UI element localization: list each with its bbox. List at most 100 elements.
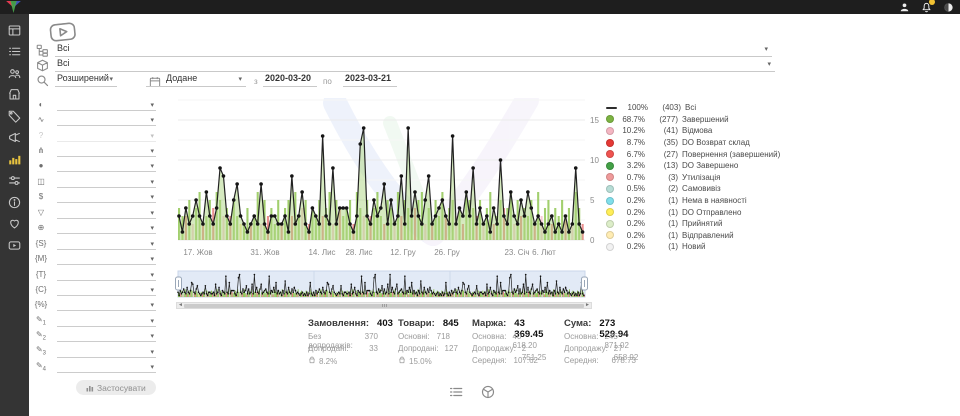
sidebar-item-orders[interactable] [0, 47, 29, 61]
brand-logo-icon[interactable] [6, 1, 21, 13]
date-to-input[interactable]: 2023-03-21 [343, 73, 397, 87]
x-tick-label: 28. Лис [345, 248, 373, 257]
date-from-input[interactable]: 2020-03-20 [263, 73, 317, 87]
topbar-actions [898, 0, 954, 13]
filter-icon-12: {T} [35, 269, 47, 279]
product-package-icon [36, 59, 49, 77]
product-filter-dropdown[interactable]: Всі ▾ [55, 58, 775, 72]
filter-dropdown-8[interactable]: ▾ [57, 207, 156, 219]
notifications-bell-icon[interactable] [920, 0, 935, 13]
legend-item[interactable]: 6.7% (27) Повернення (завершений) [606, 148, 780, 160]
sidebar-item-support[interactable] [0, 219, 29, 233]
legend-item[interactable]: 100% (403) Всі [606, 102, 780, 114]
legend-item[interactable]: 0.2% (1) Нема в наявності [606, 195, 780, 207]
sidebar-item-store[interactable] [0, 89, 29, 104]
legend-item[interactable]: 0.7% (3) Утилізація [606, 172, 780, 184]
scroll-left-arrow[interactable]: ◄ [178, 302, 183, 308]
legend-count: (2) [668, 184, 678, 194]
category-filter-dropdown[interactable]: Всі ▾ [55, 43, 772, 57]
filter-dropdown-2[interactable]: ▾ [57, 114, 156, 127]
legend-label: Нема в наявності [682, 196, 747, 206]
filter-dropdown-6[interactable]: ▾ [57, 176, 156, 188]
legend-label: Відправлений [682, 230, 734, 240]
legend-item[interactable]: 0.2% (1) Новий [606, 241, 780, 253]
video-guide-icon[interactable] [49, 22, 77, 48]
scroll-right-arrow[interactable]: ► [585, 302, 590, 308]
stats-sub-row: Середня: 107.62 [472, 356, 538, 368]
legend-item[interactable]: 3.2% (13) DO Завершено [606, 160, 780, 172]
orders-chart[interactable] [175, 88, 600, 258]
filter-dropdown-7[interactable]: ▾ [57, 191, 156, 204]
clients-icon [8, 67, 21, 85]
date-field-dropdown[interactable]: Додане ▾ [146, 73, 246, 87]
list-view-icon[interactable] [449, 385, 463, 404]
legend-percent: 68.7% [622, 114, 645, 124]
filter-dropdown-10[interactable]: ▾ [57, 238, 156, 250]
filter-dropdown-11[interactable]: ▾ [57, 253, 156, 266]
filter-column: ◐ ▾ ∿ ▾? ▾ ⋔ ▾ ● ▾ ◫ ▾ $ ▾ ▽ ▾ ⊕ ▾ {S} ▾ {M} ▾ {T} ▾ {C} ▾ {%} ▾ ✎1… [34, 97, 156, 375]
stats-title: Сума: [564, 318, 592, 329]
sidebar-item-integrations[interactable] [0, 176, 29, 190]
stats-column-1: Замовлення: 403 Без допродажів: 370 Допродан… [308, 318, 393, 367]
sidebar-item-info[interactable] [0, 196, 29, 211]
chevron-down-icon: ▾ [150, 271, 154, 279]
chart-navigator[interactable] [175, 270, 600, 300]
filter-row-10: {S} ▾ [34, 236, 156, 251]
chevron-down-icon: ▾ [150, 209, 154, 217]
legend-item[interactable]: 0.2% (1) Прийнятий [606, 218, 780, 230]
product-view-icon[interactable] [481, 385, 495, 404]
legend-label: Самовивіз [682, 184, 721, 194]
theme-toggle-icon[interactable] [942, 1, 954, 13]
filter-dropdown-17[interactable]: ▾ [57, 346, 156, 358]
legend-label: DO Отправлено [682, 207, 742, 217]
chart-svg [177, 88, 585, 246]
stats-value: 845 [442, 318, 459, 329]
sidebar-item-statistics[interactable] [0, 155, 29, 168]
sidebar-item-clients[interactable] [0, 67, 29, 85]
filter-dropdown-5[interactable]: ▾ [57, 160, 156, 173]
sidebar-item-dashboard[interactable] [0, 25, 29, 39]
sidebar-item-promotions[interactable] [0, 110, 29, 125]
filter-dropdown-15[interactable]: ▾ [57, 315, 156, 327]
stats-sub-row: Допродані: 33 [308, 344, 378, 356]
chart-legend: 100% (403) Всі 68.7% (277) Завершений 10.2% (41… [606, 102, 780, 253]
stats-column-2: Товари: 845 Основні: 718 Допродані: 127 15.0% [398, 318, 459, 367]
scrollbar-thumb[interactable] [184, 303, 584, 308]
legend-percent: 0.2% [626, 196, 645, 206]
legend-item[interactable]: 68.7% (277) Завершений [606, 114, 780, 126]
filter-row-16: ✎2 ▾ [34, 329, 156, 344]
stats-value: 403 [377, 318, 393, 329]
filter-dropdown-3[interactable]: ▾ [57, 130, 156, 142]
legend-item[interactable]: 8.7% (35) DO Возврат склад [606, 137, 780, 149]
filter-dropdown-18[interactable]: ▾ [57, 361, 156, 374]
filter-row-13: {C} ▾ [34, 282, 156, 297]
apply-button[interactable]: Застосувати [76, 380, 156, 395]
filter-dropdown-14[interactable]: ▾ [57, 299, 156, 312]
stats-sub-value: 127 [444, 343, 458, 353]
filter-dropdown-13[interactable]: ▾ [57, 284, 156, 296]
chevron-down-icon: ▾ [150, 163, 154, 171]
category-tree-icon [36, 44, 49, 62]
sidebar-item-video[interactable] [0, 240, 29, 254]
legend-label: Новий [682, 242, 706, 252]
legend-item[interactable]: 0.5% (2) Самовивіз [606, 183, 780, 195]
chart-scrollbar[interactable]: ◄ ► [176, 302, 592, 309]
y-tick-label: 10 [590, 156, 599, 165]
filter-dropdown-16[interactable]: ▾ [57, 330, 156, 343]
search-mode-dropdown[interactable]: Розширений ▾ [55, 73, 117, 87]
user-icon[interactable] [898, 1, 910, 13]
filter-dropdown-12[interactable]: ▾ [57, 269, 156, 281]
legend-item[interactable]: 10.2% (41) Відмова [606, 125, 780, 137]
filter-dropdown-9[interactable]: ▾ [57, 222, 156, 235]
filter-dropdown-1[interactable]: ▾ [57, 99, 156, 111]
sidebar-item-marketing[interactable] [0, 132, 29, 147]
y-tick-label: 15 [590, 116, 599, 125]
legend-swatch [606, 106, 617, 110]
legend-item[interactable]: 0.2% (1) Відправлений [606, 230, 780, 242]
search-icon[interactable] [36, 74, 49, 92]
legend-swatch [606, 231, 614, 240]
stats-sub-row: Основні: 718 [398, 332, 450, 344]
legend-item[interactable]: 0.2% (1) DO Отправлено [606, 206, 780, 218]
upsell-bag-icon [308, 356, 316, 366]
filter-dropdown-4[interactable]: ▾ [57, 145, 156, 158]
